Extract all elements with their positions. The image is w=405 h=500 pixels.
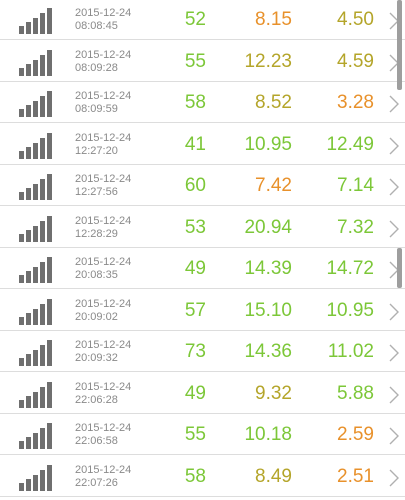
test-time: 12:27:20	[75, 144, 118, 157]
upload-value: 10.95	[326, 299, 374, 321]
test-date: 2015-12-24	[75, 48, 132, 61]
chevron-right-icon[interactable]	[388, 469, 400, 487]
test-time: 20:09:02	[75, 310, 118, 323]
test-time: 20:08:35	[75, 269, 118, 281]
upload-value: 7.14	[337, 175, 374, 196]
test-time: 22:06:28	[75, 393, 118, 406]
upload-value: 11.02	[327, 341, 374, 362]
test-time: 12:28:29	[75, 227, 118, 240]
test-time: 22:07:26	[75, 476, 118, 489]
download-value: 15.10	[244, 299, 292, 321]
test-date: 2015-12-24	[75, 463, 132, 476]
download-value: 8.52	[255, 92, 292, 113]
chevron-right-icon[interactable]	[388, 220, 400, 238]
history-row[interactable]: 2015-12-24 12:27:56 60 7.42 7.14	[0, 166, 405, 206]
signal-strength-icon	[19, 257, 52, 283]
ping-value: 53	[184, 216, 206, 238]
history-row[interactable]: 2015-12-24 08:09:28 55 12.23 4.59	[0, 41, 405, 82]
chevron-right-icon[interactable]	[388, 386, 400, 404]
history-row[interactable]: 2015-12-24 22:07:26 58 8.49 2.51	[0, 456, 405, 497]
test-date: 2015-12-24	[75, 214, 132, 227]
signal-strength-icon	[19, 91, 52, 117]
test-time: 08:09:28	[75, 61, 118, 74]
test-time: 12:27:56	[75, 186, 118, 198]
test-date: 2015-12-24	[75, 297, 132, 310]
ping-value: 49	[184, 258, 206, 279]
signal-strength-icon	[19, 8, 52, 34]
history-row[interactable]: 2015-12-24 08:09:59 58 8.52 3.28	[0, 83, 405, 123]
history-row[interactable]: 2015-12-24 12:27:20 41 10.95 12.49	[0, 124, 405, 165]
test-date: 2015-12-24	[75, 7, 132, 19]
history-row[interactable]: 2015-12-24 20:09:02 57 15.10 10.95	[0, 290, 405, 331]
download-value: 8.49	[255, 465, 292, 487]
history-row[interactable]: 2015-12-24 20:08:35 49 14.39 14.72	[0, 249, 405, 289]
signal-strength-icon	[19, 298, 52, 325]
ping-value: 55	[184, 424, 206, 445]
ping-value: 55	[184, 50, 206, 72]
upload-value: 3.28	[337, 92, 374, 113]
ping-value: 58	[184, 92, 206, 113]
download-value: 12.23	[244, 50, 292, 72]
upload-value: 2.59	[337, 424, 374, 445]
chevron-right-icon[interactable]	[388, 95, 400, 113]
test-time: 08:09:59	[75, 103, 118, 115]
upload-value: 5.88	[337, 382, 374, 404]
download-value: 14.36	[244, 341, 292, 362]
download-value: 7.42	[255, 175, 292, 196]
ping-value: 49	[184, 382, 206, 404]
signal-strength-icon	[19, 49, 52, 76]
upload-value: 2.51	[337, 465, 374, 487]
ping-value: 60	[184, 175, 206, 196]
signal-strength-icon	[19, 423, 52, 449]
ping-value: 57	[184, 299, 206, 321]
signal-strength-icon	[19, 464, 52, 491]
signal-strength-icon	[19, 132, 52, 159]
history-row[interactable]: 2015-12-24 22:06:58 55 10.18 2.59	[0, 415, 405, 455]
history-row[interactable]: 2015-12-24 08:08:45 52 8.15 4.50	[0, 0, 405, 40]
test-date: 2015-12-24	[75, 131, 132, 144]
ping-value: 73	[184, 341, 206, 362]
download-value: 10.95	[244, 133, 292, 155]
chevron-right-icon[interactable]	[388, 427, 400, 445]
ping-value: 58	[184, 465, 206, 487]
scrollbar-upper[interactable]	[397, 0, 402, 90]
test-date: 2015-12-24	[75, 422, 132, 434]
scrollbar-lower[interactable]	[397, 248, 402, 288]
signal-strength-icon	[19, 340, 52, 366]
test-date: 2015-12-24	[75, 256, 132, 268]
upload-value: 4.50	[337, 9, 374, 30]
upload-value: 7.32	[337, 216, 374, 238]
chevron-right-icon[interactable]	[388, 344, 400, 362]
download-value: 9.32	[255, 382, 292, 404]
chevron-right-icon[interactable]	[388, 178, 400, 196]
ping-value: 41	[184, 133, 206, 155]
history-row[interactable]: 2015-12-24 20:09:32 73 14.36 11.02	[0, 332, 405, 372]
test-time: 20:09:32	[75, 352, 118, 364]
upload-value: 14.72	[326, 258, 374, 279]
download-value: 10.18	[244, 424, 292, 445]
test-date: 2015-12-24	[75, 380, 132, 393]
test-date: 2015-12-24	[75, 90, 132, 102]
upload-value: 12.49	[326, 133, 374, 155]
download-value: 14.39	[244, 258, 292, 279]
download-value: 8.15	[255, 9, 292, 30]
upload-value: 4.59	[337, 50, 374, 72]
ping-value: 52	[184, 9, 206, 30]
history-row[interactable]: 2015-12-24 22:06:28 49 9.32 5.88	[0, 373, 405, 414]
download-value: 20.94	[244, 216, 292, 238]
test-date: 2015-12-24	[75, 173, 132, 185]
test-time: 22:06:58	[75, 435, 118, 447]
signal-strength-icon	[19, 215, 52, 242]
signal-strength-icon	[19, 174, 52, 200]
chevron-right-icon[interactable]	[388, 303, 400, 321]
history-row[interactable]: 2015-12-24 12:28:29 53 20.94 7.32	[0, 207, 405, 248]
signal-strength-icon	[19, 381, 52, 408]
test-date: 2015-12-24	[75, 339, 132, 351]
test-time: 08:08:45	[75, 20, 118, 32]
chevron-right-icon[interactable]	[388, 137, 400, 155]
